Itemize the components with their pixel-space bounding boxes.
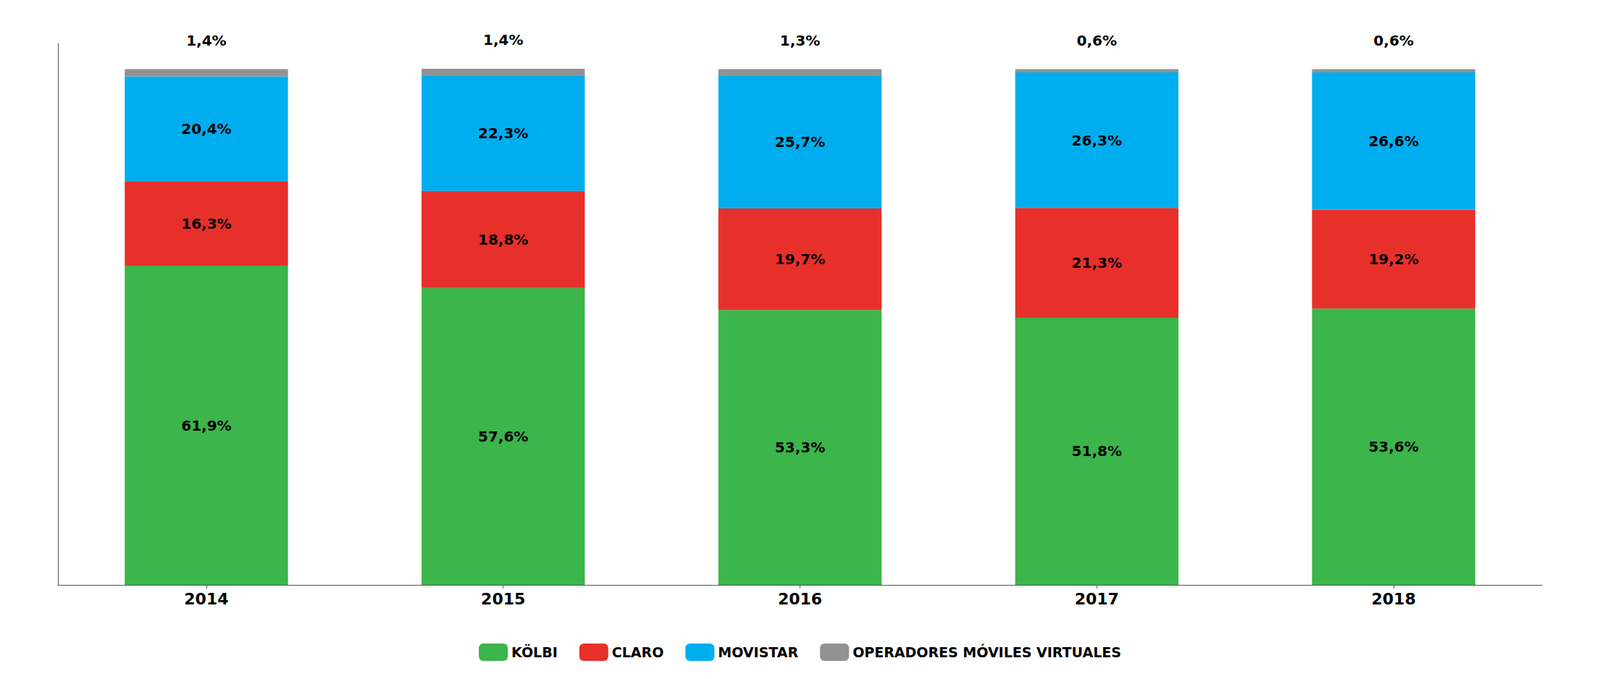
svg-text:2016: 2016 (777, 590, 823, 609)
svg-text:2017: 2017 (1074, 590, 1120, 609)
svg-text:2018: 2018 (1371, 590, 1416, 609)
svg-text:OPERADORES MÓVILES VIRTUALES: OPERADORES MÓVILES VIRTUALES (852, 643, 1122, 661)
svg-text:MOVISTAR: MOVISTAR (717, 644, 799, 661)
svg-text:CLARO: CLARO (612, 644, 665, 661)
svg-text:53,6%: 53,6% (1368, 438, 1419, 456)
svg-text:2015: 2015 (480, 590, 526, 609)
svg-text:KÖLBI: KÖLBI (511, 643, 558, 661)
svg-text:20,4%: 20,4% (181, 120, 232, 138)
svg-text:61,9%: 61,9% (181, 417, 232, 435)
svg-text:22,3%: 22,3% (478, 124, 529, 142)
svg-text:1,4%: 1,4% (186, 31, 226, 50)
svg-text:2014: 2014 (183, 590, 229, 609)
svg-text:18,8%: 18,8% (478, 231, 529, 249)
svg-text:26,3%: 26,3% (1071, 131, 1122, 150)
svg-text:0,6%: 0,6% (1077, 31, 1117, 50)
svg-text:53,3%: 53,3% (775, 438, 825, 457)
svg-text:16,3%: 16,3% (181, 215, 232, 233)
svg-text:1,3%: 1,3% (780, 31, 820, 50)
svg-text:25,7%: 25,7% (775, 133, 825, 151)
svg-text:57,6%: 57,6% (478, 428, 529, 446)
svg-text:19,2%: 19,2% (1368, 250, 1419, 268)
svg-text:19,7%: 19,7% (775, 250, 825, 268)
svg-text:51,8%: 51,8% (1071, 442, 1122, 460)
svg-text:21,3%: 21,3% (1071, 254, 1122, 272)
svg-text:1,4%: 1,4% (483, 31, 523, 49)
svg-text:0,6%: 0,6% (1373, 31, 1414, 50)
svg-text:26,6%: 26,6% (1368, 132, 1419, 150)
